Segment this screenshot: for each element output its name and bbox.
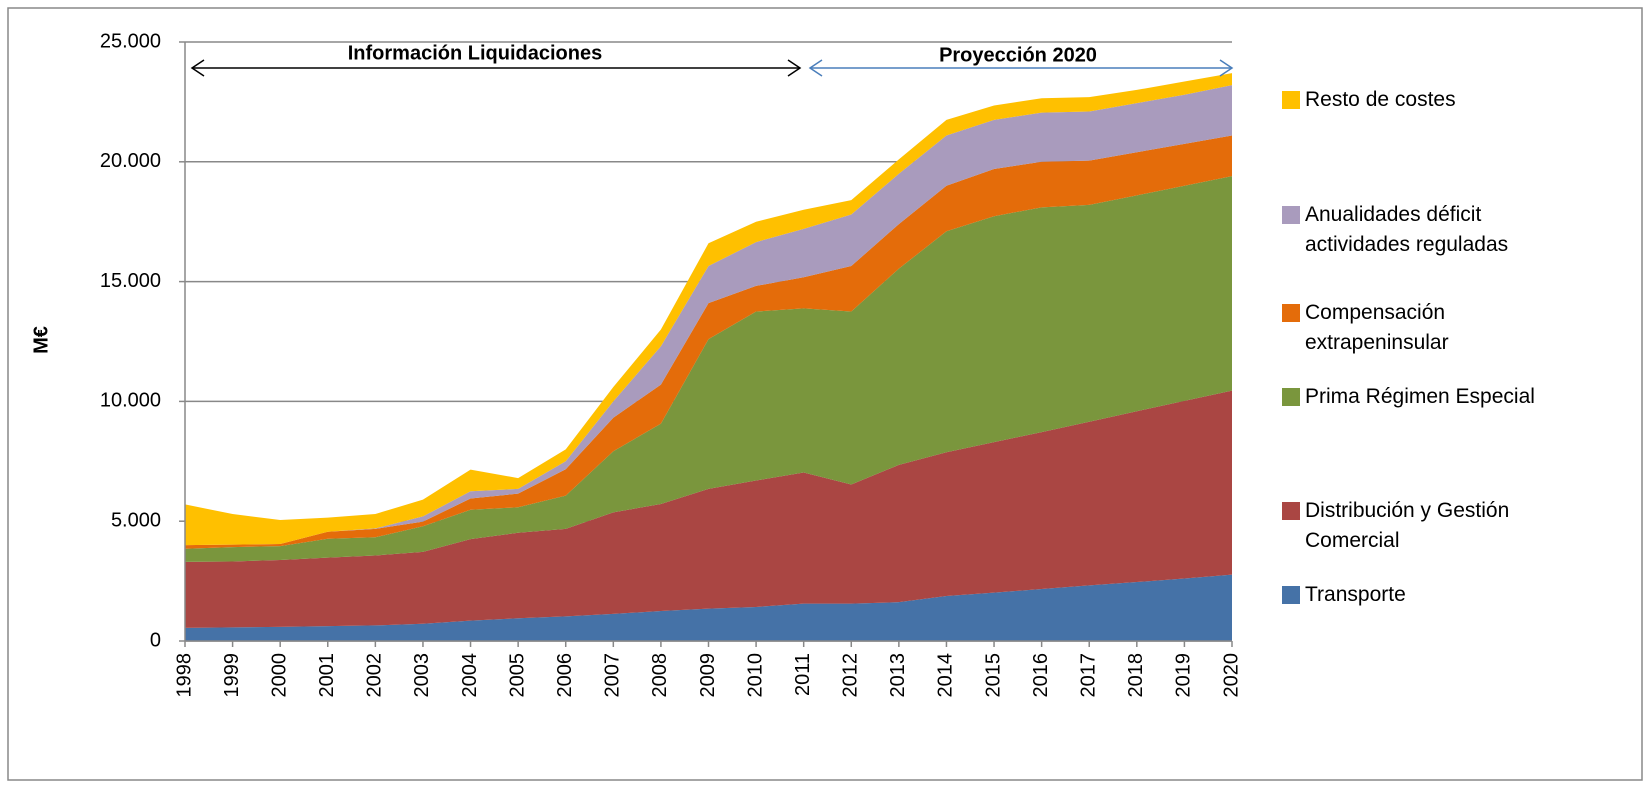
x-tick-label: 2005 <box>506 653 528 698</box>
legend-label: Transporte <box>1305 583 1406 606</box>
x-tick-label: 2012 <box>840 653 862 698</box>
x-tick-label: 2013 <box>887 653 909 698</box>
y-tick-label: 5.000 <box>111 509 161 531</box>
legend-item: Anualidades déficit actividades regulada… <box>1282 200 1612 260</box>
y-tick-label: 20.000 <box>100 150 161 172</box>
x-tick-label: 2019 <box>1173 653 1195 698</box>
area <box>185 390 1232 628</box>
area <box>185 85 1232 546</box>
legend-label: Resto de costes <box>1305 88 1456 111</box>
legend-label: Compensación extrapeninsular <box>1305 301 1449 354</box>
x-tick-label: 2017 <box>1078 653 1100 698</box>
x-tick-label: 2014 <box>935 653 957 698</box>
area <box>185 135 1232 549</box>
legend-label: Anualidades déficit actividades regulada… <box>1305 203 1509 256</box>
x-tick-label: 1998 <box>173 653 195 698</box>
y-tick-label: 0 <box>150 629 161 651</box>
area <box>185 574 1232 641</box>
y-axis-title: M€ <box>30 326 52 354</box>
legend-swatch <box>1282 388 1300 406</box>
x-tick-label: 2002 <box>364 653 386 698</box>
x-tick-label: 2015 <box>982 653 1004 698</box>
legend-swatch <box>1282 206 1300 224</box>
x-tick-label: 2004 <box>459 653 481 698</box>
legend-swatch <box>1282 586 1300 604</box>
legend-item: Resto de costes <box>1282 85 1612 115</box>
x-tick-label: 2009 <box>697 653 719 698</box>
x-tick-label: 1999 <box>221 653 243 698</box>
legend-item: Distribución y Gestión Comercial <box>1282 496 1612 556</box>
x-tick-label: 2006 <box>554 653 576 698</box>
legend-label: Prima Régimen Especial <box>1305 385 1535 408</box>
legend-item: Transporte <box>1282 580 1612 610</box>
legend-label: Distribución y Gestión Comercial <box>1305 499 1510 552</box>
area <box>185 176 1232 562</box>
x-tick-label: 2007 <box>602 653 624 698</box>
annotation: Proyección 2020 <box>939 44 1097 66</box>
x-tick-label: 2020 <box>1220 653 1242 698</box>
legend-swatch <box>1282 304 1300 322</box>
x-tick-label: 2018 <box>1125 653 1147 698</box>
legend-item: Compensación extrapeninsular <box>1282 298 1612 358</box>
y-tick-label: 25.000 <box>100 30 161 52</box>
legend-swatch <box>1282 502 1300 520</box>
x-tick-label: 2010 <box>744 653 766 698</box>
legend-swatch <box>1282 91 1300 109</box>
x-tick-label: 2001 <box>316 653 338 698</box>
frame <box>7 7 1643 781</box>
x-tick-label: 2016 <box>1030 653 1052 698</box>
x-tick-label: 2008 <box>649 653 671 698</box>
x-tick-label: 2000 <box>268 653 290 698</box>
arrow <box>808 59 1234 77</box>
y-tick-label: 15.000 <box>100 270 161 292</box>
x-tick-label: 2003 <box>411 653 433 698</box>
y-tick-label: 10.000 <box>100 390 161 412</box>
x-tick-label: 2011 <box>792 653 814 696</box>
arrow <box>190 59 802 77</box>
annotation: Información Liquidaciones <box>348 42 602 64</box>
legend-item: Prima Régimen Especial <box>1282 382 1612 412</box>
